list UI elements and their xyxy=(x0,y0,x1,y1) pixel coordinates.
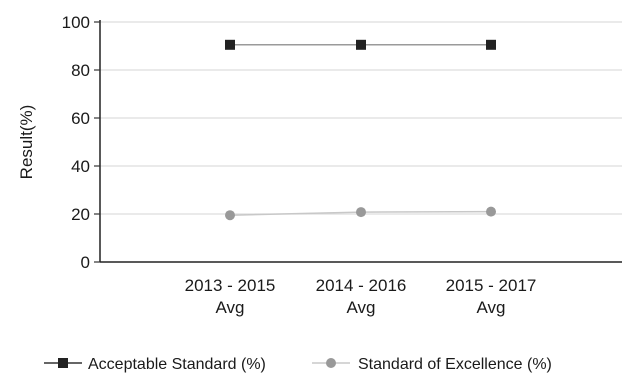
y-axis-title: Result(%) xyxy=(17,105,36,180)
data-point-square xyxy=(356,39,366,50)
legend-item-0: Acceptable Standard (%) xyxy=(44,356,266,373)
legend-circle-icon xyxy=(326,358,336,368)
x-axis-ticks: 2013 - 2015 Avg 2014 - 2016 Avg 2015 - 2017 A… xyxy=(185,276,537,317)
x-tick-label: 2015 - 2017 Avg xyxy=(446,276,537,317)
y-axis-ticks: 0 20 40 60 80 100 xyxy=(62,13,100,272)
x-tick-label-line: Avg xyxy=(216,298,245,317)
x-tick-label: 2014 - 2016 Avg xyxy=(316,276,407,317)
x-tick-label-line: Avg xyxy=(477,298,506,317)
data-point-circle xyxy=(486,206,496,217)
y-tick-label: 100 xyxy=(62,13,90,32)
axes xyxy=(99,20,622,263)
series-1 xyxy=(225,206,496,221)
legend-square-icon xyxy=(58,358,68,368)
x-tick-label: 2013 - 2015 Avg xyxy=(185,276,276,317)
y-tick-label: 40 xyxy=(71,157,90,176)
gridlines xyxy=(100,21,622,215)
data-point-circle xyxy=(225,210,235,221)
legend-item-1: Standard of Excellence (%) xyxy=(312,356,552,373)
data-point-circle xyxy=(356,207,366,218)
y-tick-label: 0 xyxy=(81,253,90,272)
series-0 xyxy=(225,39,496,50)
y-tick-label: 60 xyxy=(71,109,90,128)
legend: Acceptable Standard (%) Standard of Excel… xyxy=(44,356,552,373)
y-tick-label: 20 xyxy=(71,205,90,224)
legend-label: Acceptable Standard (%) xyxy=(88,356,266,373)
x-tick-label-line: Avg xyxy=(347,298,376,317)
data-point-square xyxy=(486,39,496,50)
x-tick-label-line: 2014 - 2016 xyxy=(316,276,407,295)
x-tick-label-line: 2015 - 2017 xyxy=(446,276,537,295)
legend-label: Standard of Excellence (%) xyxy=(358,356,552,373)
y-tick-label: 80 xyxy=(71,61,90,80)
series xyxy=(225,39,496,221)
data-point-square xyxy=(225,39,235,50)
x-tick-label-line: 2013 - 2015 xyxy=(185,276,276,295)
